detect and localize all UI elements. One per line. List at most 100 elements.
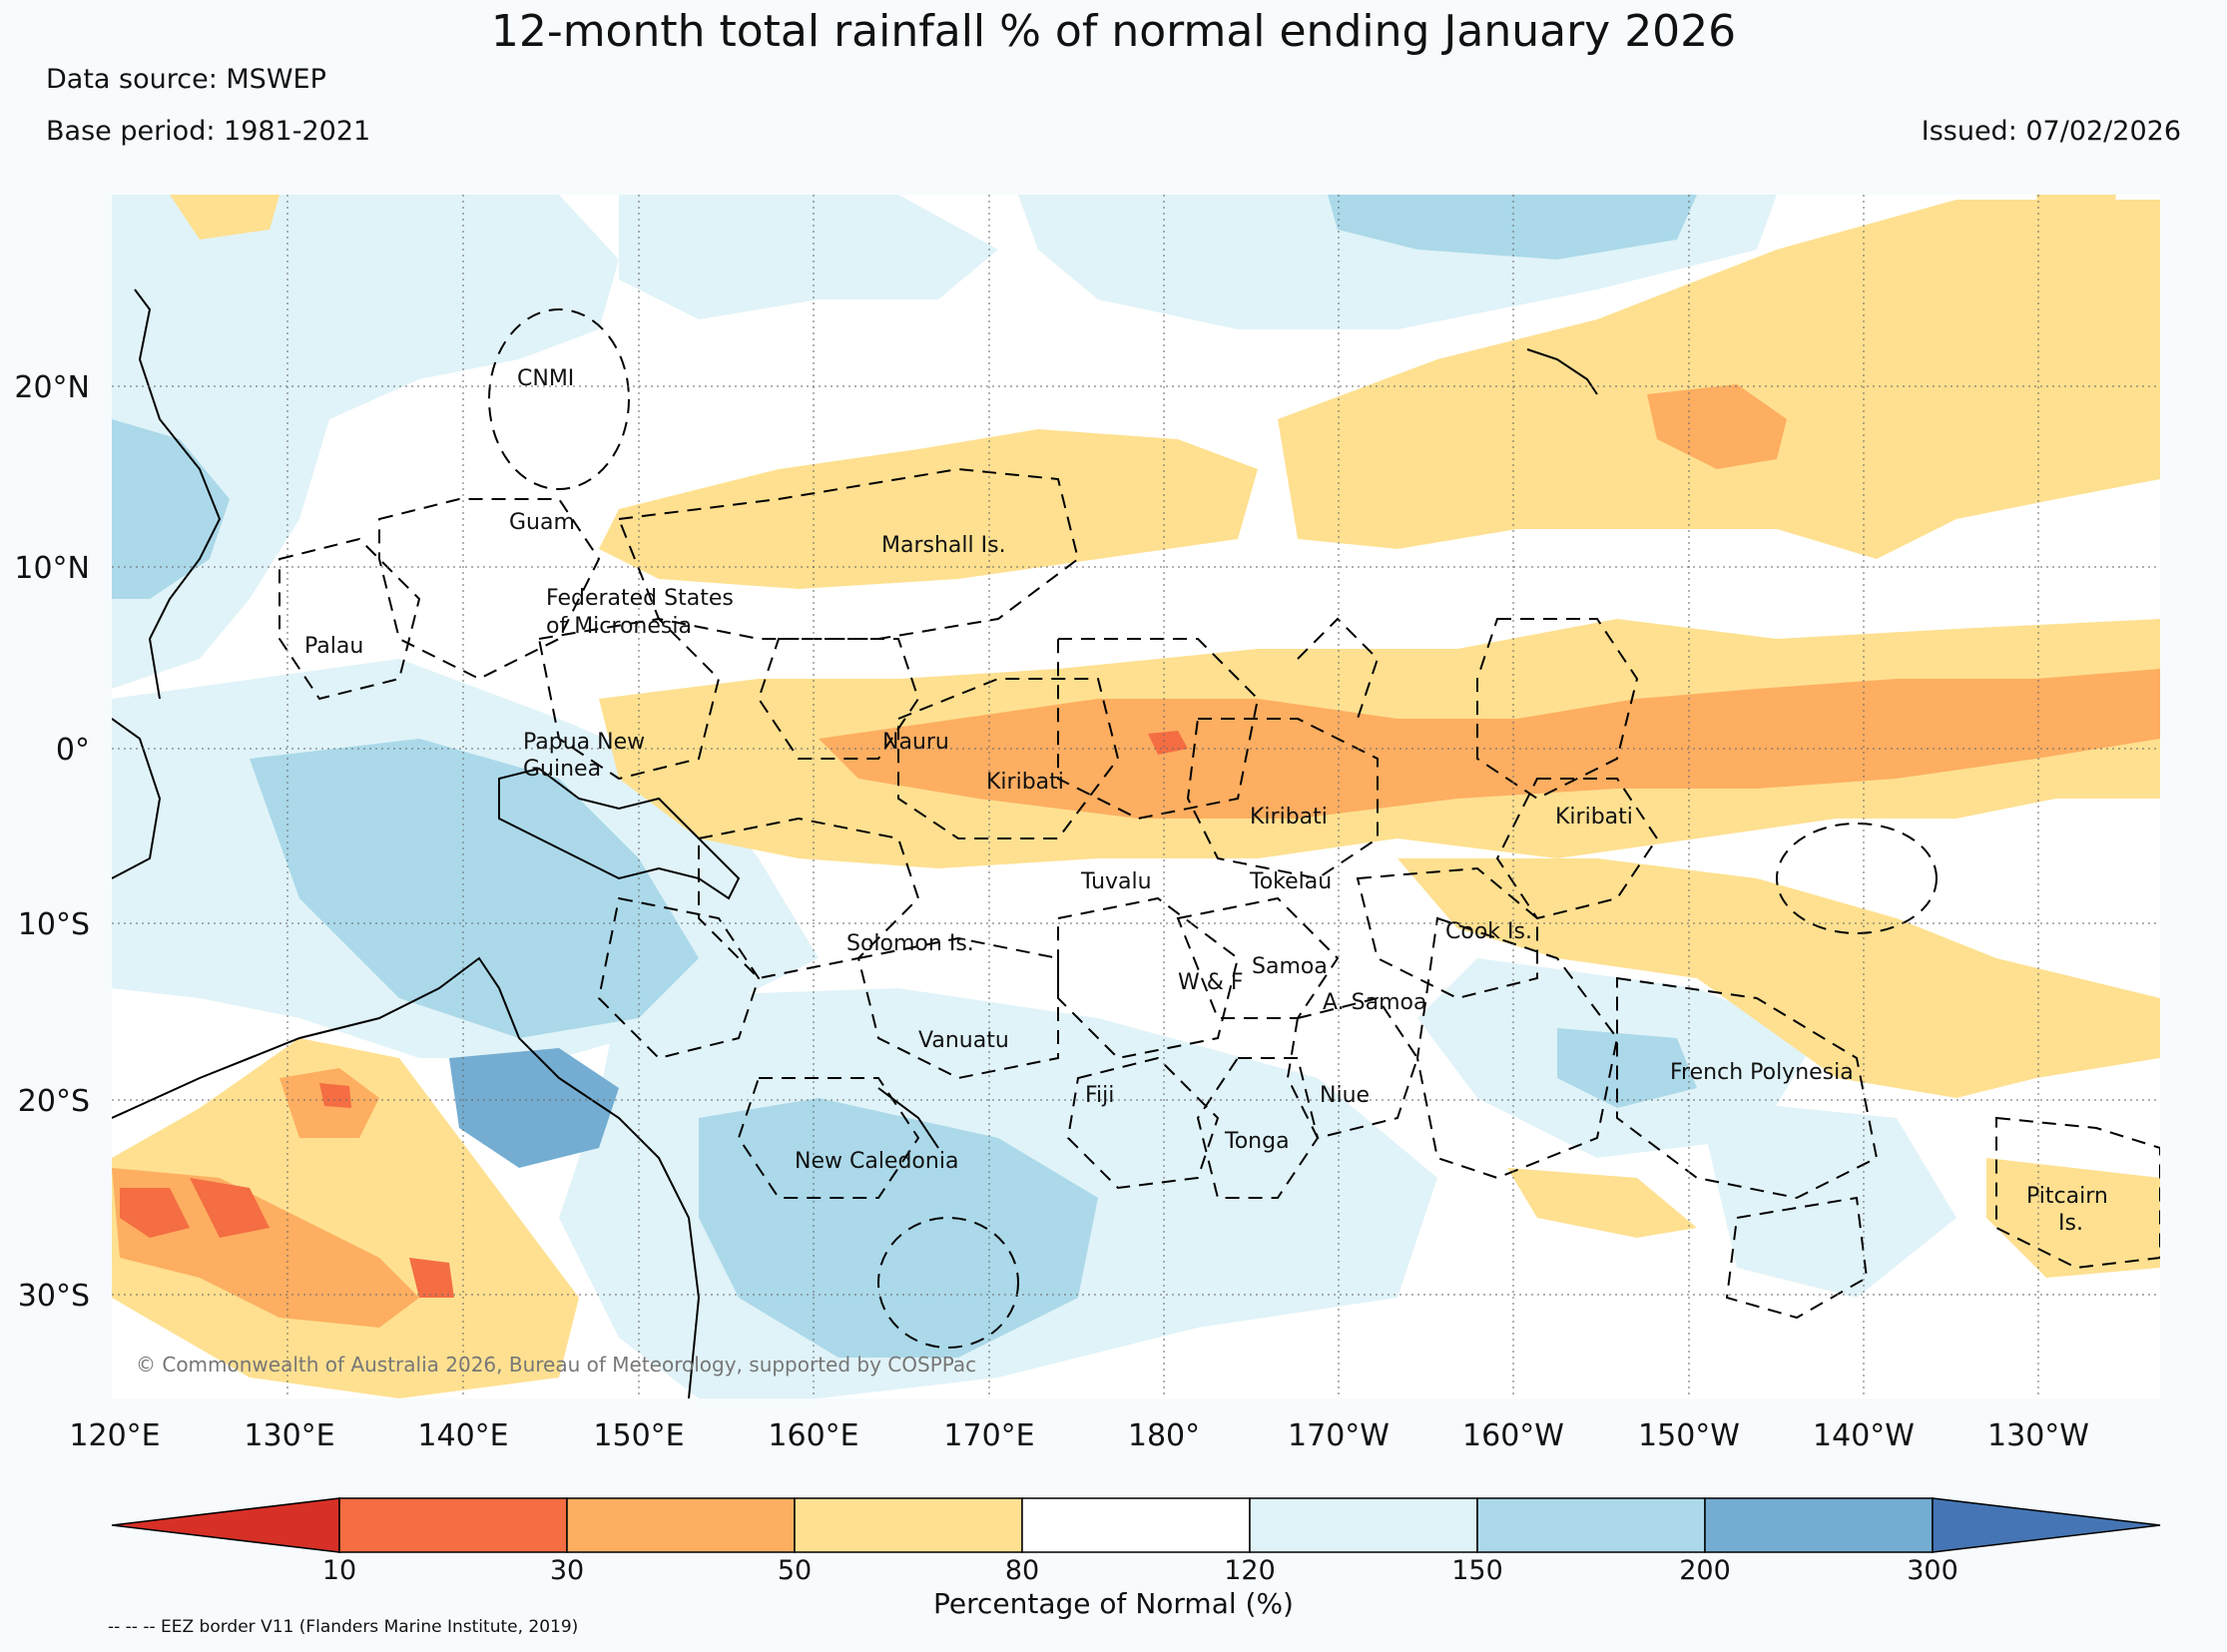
lat-label-10n: 10°N	[14, 551, 90, 586]
dry-band-northeast-pacific	[1278, 200, 2160, 559]
colorbar-label-200: 200	[1679, 1555, 1731, 1586]
region-label-tonga: Tonga	[1224, 1129, 1290, 1154]
dry-zone-australia	[112, 1038, 579, 1398]
colorbar-segment-200-300	[1704, 1497, 1934, 1553]
region-label-tuvalu: Tuvalu	[1080, 869, 1152, 894]
lon-label-140e: 140°E	[417, 1418, 508, 1453]
coastline-philippines	[134, 288, 222, 700]
very-wet-philippines	[112, 419, 230, 599]
colorbar-label-80: 80	[1004, 1555, 1040, 1586]
region-label-tokelau: Tokelau	[1249, 869, 1332, 894]
region-label-american-samoa: A. Samoa	[1323, 990, 1426, 1015]
very-wet-tasman	[699, 1098, 1098, 1358]
wet-zone-north-central	[619, 195, 998, 319]
copyright-notice: © Commonwealth of Australia 2026, Bureau…	[136, 1353, 976, 1377]
very-wet-french-polynesia	[1557, 1028, 1697, 1108]
dry-zone-northwest	[170, 195, 279, 240]
region-label-palau: Palau	[304, 634, 363, 659]
very-dry-hawaii-east	[1647, 384, 1787, 469]
colorbar-label-120: 120	[1224, 1555, 1276, 1586]
region-label-nauru: Nauru	[882, 730, 949, 755]
dry-zone-pitcairn-north	[2036, 195, 2116, 270]
colorbar-segment-150-200	[1476, 1497, 1706, 1553]
region-label-pitcairn-line2: Is.	[2058, 1211, 2083, 1236]
extreme-wet-queensland	[449, 1048, 619, 1168]
colorbar-label-30: 30	[549, 1555, 585, 1586]
rainfall-field	[112, 195, 2160, 1398]
region-label-fsm-line2: of Micronesia	[546, 614, 692, 639]
dry-zone-pitcairn	[1986, 1158, 2160, 1278]
dry-zone-south-central	[1507, 1168, 1697, 1238]
lon-label-160e: 160°E	[768, 1418, 858, 1453]
colorbar-segment-30-50	[566, 1497, 796, 1553]
region-label-png-line1: Papua New	[523, 730, 645, 755]
lat-label-20s: 20°S	[18, 1084, 90, 1119]
region-label-new-caledonia: New Caledonia	[795, 1149, 958, 1174]
lat-label-equator: 0°	[56, 733, 90, 768]
region-label-guam: Guam	[509, 510, 575, 535]
lat-label-30s: 30°S	[18, 1279, 90, 1314]
lat-label-10s: 10°S	[18, 907, 90, 942]
extreme-dry-kimberley	[319, 1083, 351, 1108]
lon-label-170w: 170°W	[1288, 1418, 1390, 1453]
region-label-cnmi: CNMI	[517, 366, 574, 391]
region-label-fiji: Fiji	[1085, 1083, 1114, 1108]
region-label-vanuatu: Vanuatu	[918, 1028, 1009, 1053]
colorbar-segment-below-10	[111, 1497, 340, 1553]
colorbar	[111, 1497, 2161, 1553]
region-label-marshall-islands: Marshall Is.	[881, 533, 1006, 558]
colorbar-segment-50-80	[794, 1497, 1023, 1553]
extreme-dry-australia-central	[190, 1178, 270, 1238]
dry-band-spcz-east	[1397, 858, 2160, 1098]
very-wet-north-east	[1328, 195, 1697, 260]
region-label-niue: Niue	[1320, 1083, 1370, 1108]
very-dry-equatorial	[819, 669, 2160, 819]
colorbar-segment-80-120	[1021, 1497, 1251, 1553]
colorbar-label-300: 300	[1907, 1555, 1958, 1586]
region-label-kiribati-phoenix: Kiribati	[1250, 805, 1328, 829]
region-label-wallis-futuna: W & F	[1178, 970, 1244, 995]
base-period-label: Base period: 1981-2021	[46, 116, 371, 147]
extreme-dry-australia-east	[409, 1258, 454, 1298]
colorbar-segment-120-150	[1249, 1497, 1478, 1553]
lon-label-140w: 140°W	[1813, 1418, 1915, 1453]
extreme-dry-australia-west	[120, 1188, 190, 1238]
region-label-fsm-line1: Federated States	[546, 586, 734, 611]
very-dry-australia	[112, 1168, 419, 1328]
coastline-australia	[112, 956, 701, 1398]
region-label-samoa: Samoa	[1252, 954, 1328, 979]
colorbar-label-50: 50	[777, 1555, 813, 1586]
lon-label-170e: 170°E	[943, 1418, 1034, 1453]
lon-label-120e: 120°E	[69, 1418, 160, 1453]
lon-label-130w: 130°W	[1987, 1418, 2089, 1453]
eez-footnote: -- -- -- EEZ border V11 (Flanders Marine…	[108, 1617, 579, 1637]
region-label-pitcairn-line1: Pitcairn	[2026, 1184, 2108, 1209]
coastline-borneo	[112, 718, 162, 879]
coastline-png	[498, 767, 741, 900]
lon-label-150e: 150°E	[593, 1418, 684, 1453]
lon-label-160w: 160°W	[1462, 1418, 1564, 1453]
region-label-png-line2: Guinea	[523, 757, 601, 782]
lon-label-180: 180°	[1128, 1418, 1200, 1453]
lon-label-150w: 150°W	[1638, 1418, 1740, 1453]
colorbar-segment-above-300	[1932, 1497, 2161, 1553]
region-label-cook-islands: Cook Is.	[1445, 919, 1532, 944]
region-label-solomon-islands: Solomon Is.	[846, 931, 974, 956]
region-label-kiribati-line: Kiribati	[1555, 805, 1633, 829]
region-label-kiribati-gilbert: Kiribati	[986, 770, 1064, 795]
colorbar-segment-10-30	[338, 1497, 568, 1553]
colorbar-title: Percentage of Normal (%)	[933, 1587, 1294, 1620]
gridlines	[112, 195, 2160, 1398]
colorbar-label-150: 150	[1451, 1555, 1503, 1586]
issued-label: Issued: 07/02/2026	[1921, 116, 2181, 147]
dry-band-north-pacific	[599, 429, 1258, 589]
eez-borders	[278, 308, 2160, 1349]
wet-zone-southeast	[1697, 1098, 1956, 1298]
lon-label-130e: 130°E	[244, 1418, 334, 1453]
map-title: 12-month total rainfall % of normal endi…	[490, 6, 1737, 57]
data-source-label: Data source: MSWEP	[46, 64, 326, 95]
wet-zone-west-pacific	[112, 195, 619, 689]
very-wet-png	[250, 739, 699, 1038]
region-label-french-polynesia: French Polynesia	[1670, 1060, 1854, 1085]
